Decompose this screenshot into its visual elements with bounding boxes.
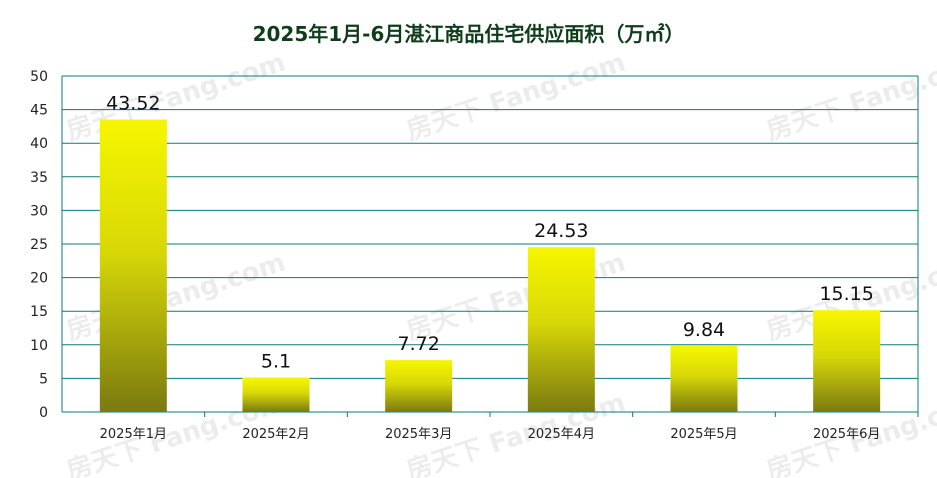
- bar-2: [242, 377, 310, 412]
- x-tick-label: 2025年6月: [813, 427, 880, 442]
- y-tick-label: 5: [39, 371, 48, 387]
- bar-3: [385, 360, 453, 412]
- bar-4: [527, 247, 595, 412]
- value-label: 15.15: [819, 283, 873, 305]
- watermark-layer: 房天下 Fang.com 房天下 Fang.com 房天下 Fang.com 房天下 …: [63, 48, 937, 478]
- value-labels: 43.52 5.1 7.72 24.53 9.84 15.15: [106, 93, 874, 373]
- bars: [99, 119, 881, 413]
- y-tick-label: 25: [30, 237, 48, 253]
- watermark-text: 房天下 Fang.com: [403, 248, 629, 347]
- watermark-text: 房天下 Fang.com: [763, 48, 937, 147]
- x-tick-label: 2025年5月: [670, 427, 737, 442]
- y-tick-label: 35: [30, 170, 48, 186]
- x-tick-label: 2025年3月: [385, 427, 452, 442]
- y-tick-label: 0: [39, 405, 48, 421]
- watermark-text: 房天下 Fang.com: [403, 48, 629, 147]
- y-tick-label: 45: [30, 103, 48, 119]
- x-tick-label: 2025年4月: [528, 427, 595, 442]
- x-tick-label: 2025年2月: [242, 427, 309, 442]
- y-tick-label: 15: [30, 304, 48, 320]
- watermark-text: 房天下 Fang.com: [63, 48, 289, 147]
- y-tick-label: 40: [30, 136, 48, 152]
- value-label: 9.84: [683, 319, 725, 341]
- x-axis-labels: 2025年1月 2025年2月 2025年3月 2025年4月 2025年5月 2025年…: [100, 427, 881, 442]
- y-tick-label: 50: [30, 69, 48, 85]
- value-label: 24.53: [534, 220, 588, 242]
- watermark-text: 房天下 Fang.com: [63, 248, 289, 347]
- chart-title: 2025年1月-6月湛江商品住宅供应面积（万㎡）: [252, 22, 685, 46]
- value-label: 43.52: [106, 93, 160, 115]
- bar-6: [813, 310, 881, 412]
- y-tick-label: 30: [30, 203, 48, 219]
- bar-1: [99, 119, 167, 413]
- y-axis-labels: 0 5 10 15 20 25 30 35 40 45 50: [30, 69, 48, 421]
- gridlines: [61, 75, 919, 417]
- value-label: 7.72: [398, 333, 440, 355]
- y-tick-label: 20: [30, 271, 48, 287]
- x-tick-label: 2025年1月: [100, 427, 167, 442]
- y-tick-label: 10: [30, 338, 48, 354]
- value-label: 5.1: [261, 351, 291, 373]
- bar-5: [670, 345, 738, 412]
